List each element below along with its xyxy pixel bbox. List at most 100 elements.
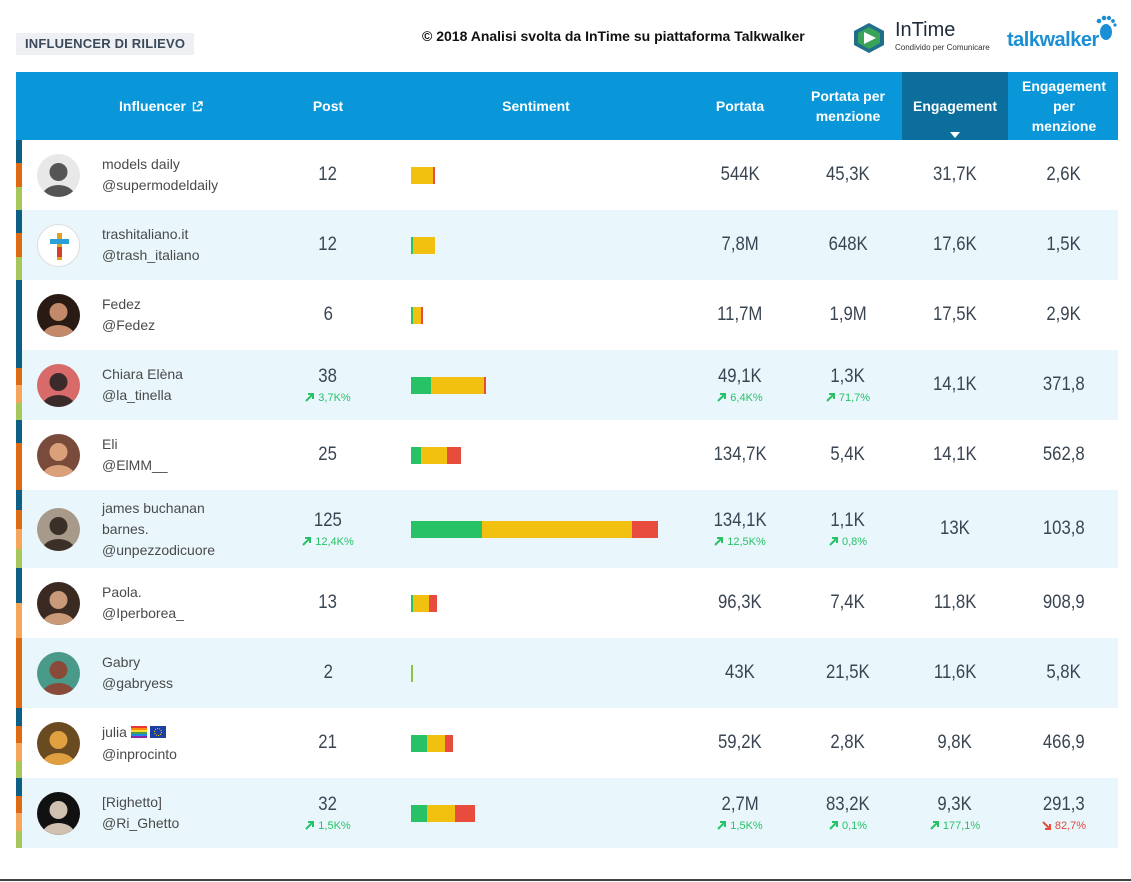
sentiment-negative-segment[interactable] — [484, 377, 486, 394]
table-row[interactable]: trashitaliano.it @trash_italiano 12 7,8M 648… — [16, 210, 1118, 280]
sentiment-positive-segment[interactable] — [411, 307, 413, 324]
table-header: Influencer Post Sentiment Portata Portat… — [16, 72, 1118, 140]
engagement-value: 31,7K — [933, 164, 977, 185]
sentiment-negative-segment[interactable] — [632, 521, 658, 538]
table-row[interactable]: Gabry @gabryess 2 43K 21,5K 11,6K 5,8K — [16, 638, 1118, 708]
sentiment-bar[interactable] — [411, 735, 453, 752]
portata-delta: 6,4K% — [717, 392, 763, 404]
influencer-info[interactable]: trashitaliano.it @trash_italiano — [102, 224, 200, 266]
sentiment-positive-segment[interactable] — [411, 237, 413, 254]
avatar[interactable] — [37, 722, 80, 765]
table-row[interactable]: Paola. @Iperborea_ 13 96,3K 7,4K 11,8K 908,9 — [16, 568, 1118, 638]
sentiment-bar[interactable] — [411, 447, 461, 464]
post-count: 12 — [278, 210, 378, 280]
sentiment-bar[interactable] — [411, 237, 435, 254]
post-count-value: 13 — [318, 592, 338, 613]
post-count: 2 — [278, 638, 378, 708]
sentiment-positive-segment[interactable] — [411, 595, 413, 612]
avatar[interactable] — [37, 582, 80, 625]
influencer-info[interactable]: Paola. @Iperborea_ — [102, 582, 184, 624]
sentiment-bar[interactable] — [411, 665, 413, 682]
category-stripe — [16, 490, 22, 568]
sentiment-negative-segment[interactable] — [433, 167, 435, 184]
column-engagement[interactable]: Engagement — [902, 72, 1008, 140]
column-portata-per-menzione[interactable]: Portata per menzione — [811, 88, 885, 124]
influencer-handle: @Ri_Ghetto — [102, 815, 180, 831]
sentiment-neutral-segment[interactable] — [421, 447, 447, 464]
sentiment-neutral-segment[interactable] — [431, 377, 484, 394]
sentiment-neutral-segment[interactable] — [427, 805, 455, 822]
influencer-info[interactable]: julia @inprocinto — [102, 722, 177, 765]
table-row[interactable]: Eli @ElMM__ 25 134,7K 5,4K 14,1K 562,8 — [16, 420, 1118, 490]
sentiment-neutral-segment[interactable] — [411, 167, 433, 184]
sentiment-positive-segment[interactable] — [411, 521, 482, 538]
portata: 43K — [686, 638, 794, 708]
avatar[interactable] — [37, 508, 80, 551]
profile-photo-icon — [37, 792, 80, 835]
sentiment-bar[interactable] — [411, 521, 658, 538]
influencer-info[interactable]: Eli @ElMM__ — [102, 434, 168, 476]
sentiment-bar[interactable] — [411, 805, 475, 822]
avatar[interactable] — [37, 792, 80, 835]
sentiment-bar[interactable] — [411, 595, 437, 612]
influencer-info[interactable]: Chiara Elèna @la_tinella — [102, 364, 183, 406]
sentiment-positive-segment[interactable] — [411, 665, 413, 682]
sentiment-negative-segment[interactable] — [445, 735, 453, 752]
sentiment-negative-segment[interactable] — [421, 307, 423, 324]
column-post[interactable]: Post — [312, 98, 344, 114]
influencer-info[interactable]: james buchanan barnes. @unpezzodicuore — [102, 498, 215, 561]
profile-photo-icon — [37, 364, 80, 407]
external-link-icon[interactable] — [192, 100, 203, 112]
portata-per-menzione-delta: 0,8% — [829, 536, 867, 548]
sentiment-positive-segment[interactable] — [411, 447, 421, 464]
engagement-value: 14,1K — [933, 374, 977, 395]
sentiment-positive-segment[interactable] — [411, 805, 427, 822]
sentiment-neutral-segment[interactable] — [482, 521, 632, 538]
influencer-table: Influencer Post Sentiment Portata Portat… — [16, 72, 1118, 848]
sentiment-positive-segment[interactable] — [411, 377, 431, 394]
sentiment-negative-segment[interactable] — [455, 805, 475, 822]
influencer-handle: @unpezzodicuore — [102, 542, 216, 558]
table-row[interactable]: Chiara Elèna @la_tinella 38 3,7K% 49,1K 6,4K%… — [16, 350, 1118, 420]
avatar[interactable] — [37, 294, 80, 337]
avatar[interactable] — [37, 364, 80, 407]
sentiment-neutral-segment[interactable] — [413, 237, 435, 254]
influencer-info[interactable]: models daily @supermodeldaily — [102, 154, 218, 196]
table-row[interactable]: [Righetto] @Ri_Ghetto 32 1,5K% 2,7M 1,5K% 83,2… — [16, 778, 1118, 848]
category-stripe — [16, 210, 22, 280]
column-sentiment[interactable]: Sentiment — [502, 98, 570, 114]
portata-value: 11,7M — [717, 304, 763, 325]
trend-up-icon — [717, 393, 727, 402]
category-stripe — [16, 568, 22, 638]
avatar[interactable] — [37, 652, 80, 695]
bottom-divider — [0, 879, 1131, 881]
table-row[interactable]: Fedez @Fedez 6 11,7M 1,9M 17,5K 2,9K — [16, 280, 1118, 350]
avatar[interactable] — [37, 154, 80, 197]
table-row[interactable]: julia @inprocinto 21 59,2K 2,8K 9,8K 466,9 — [16, 708, 1118, 778]
column-engagement-per-menzione[interactable]: Engagement per menzione — [1021, 78, 1106, 134]
post-count: 21 — [278, 708, 378, 778]
sentiment-negative-segment[interactable] — [447, 447, 461, 464]
sentiment-neutral-segment[interactable] — [427, 735, 445, 752]
sentiment-neutral-segment[interactable] — [413, 595, 429, 612]
table-row[interactable]: james buchanan barnes. @unpezzodicuore 125 1… — [16, 490, 1118, 568]
sentiment-bar[interactable] — [411, 307, 423, 324]
trend-up-icon — [714, 537, 724, 546]
sentiment-negative-segment[interactable] — [429, 595, 437, 612]
post-count-value: 32 — [318, 794, 338, 815]
sentiment-positive-segment[interactable] — [411, 735, 427, 752]
influencer-info[interactable]: Fedez @Fedez — [102, 294, 155, 336]
avatar[interactable] — [37, 224, 80, 267]
sentiment-neutral-segment[interactable] — [413, 307, 421, 324]
column-portata[interactable]: Portata — [715, 98, 765, 114]
sentiment-bar[interactable] — [411, 167, 435, 184]
avatar[interactable] — [37, 434, 80, 477]
column-influencer[interactable]: Influencer — [86, 72, 236, 140]
engagement: 13K — [902, 490, 1008, 568]
influencer-info[interactable]: Gabry @gabryess — [102, 652, 173, 694]
table-row[interactable]: models daily @supermodeldaily 12 544K 45,3K 3… — [16, 140, 1118, 210]
influencer-info[interactable]: [Righetto] @Ri_Ghetto — [102, 792, 179, 834]
portata-per-menzione-value: 21,5K — [826, 662, 870, 683]
sentiment-bar[interactable] — [411, 377, 486, 394]
portata: 2,7M 1,5K% — [686, 778, 794, 848]
